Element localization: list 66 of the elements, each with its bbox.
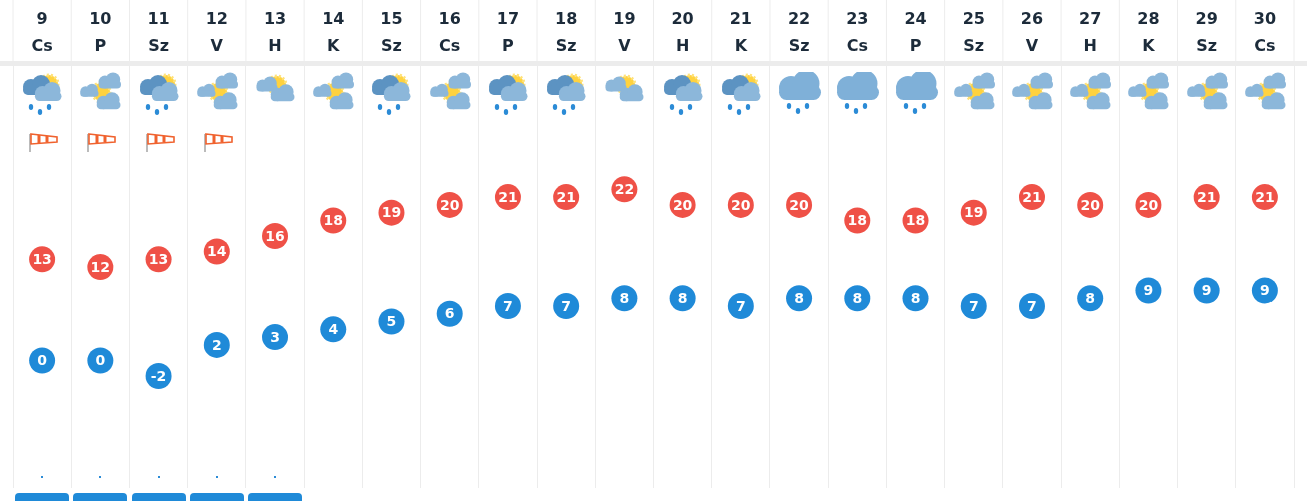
data-label: 14: [207, 243, 227, 260]
x-tick-label: 23 Cs: [846, 8, 869, 55]
data-label: 20: [672, 196, 693, 213]
data-label: 19: [381, 204, 402, 221]
data-label: 7: [561, 297, 572, 314]
data-label: 9: [1143, 282, 1154, 299]
data-label: 9: [1201, 282, 1212, 299]
data-label: 13: [32, 250, 52, 267]
x-tick-label: 12 V: [205, 8, 228, 55]
data-label: 22: [614, 180, 635, 197]
data-label: 8: [852, 289, 863, 306]
x-tick-label: 26 V: [1020, 8, 1044, 55]
data-label: 8: [1085, 289, 1096, 306]
data-label: 21: [1196, 188, 1217, 205]
data-label: 8: [794, 289, 804, 306]
data-label: 13: [148, 250, 169, 267]
x-tick-label: 22 Sz: [787, 8, 811, 55]
x-tick-label: 16 Cs: [438, 8, 461, 55]
data-label: 12: [90, 258, 111, 275]
data-label: 3: [270, 328, 280, 345]
data-label: 21: [1255, 188, 1275, 205]
x-tick-label: 29 Sz: [1195, 8, 1218, 55]
x-tick-label: 25 Sz: [962, 8, 985, 55]
data-label: 8: [619, 289, 630, 306]
data-label: 18: [847, 212, 868, 229]
data-label: -2: [150, 367, 167, 384]
data-label: 0: [37, 352, 48, 369]
data-label: 20: [1080, 196, 1101, 213]
data-label: 5: [386, 313, 397, 330]
x-tick-label: 15 Sz: [380, 8, 403, 55]
x-tick-label: 24 P: [904, 8, 927, 55]
x-tick-label: 30 Cs: [1253, 8, 1277, 55]
x-tick-label: 10 P: [89, 8, 112, 55]
x-tick-label: 21 K: [729, 8, 752, 55]
data-label: 20: [731, 196, 751, 213]
data-label: 7: [968, 297, 979, 314]
data-label: 20: [439, 196, 460, 213]
x-tick-label: 9 Cs: [31, 8, 53, 55]
data-label: 21: [556, 188, 576, 205]
x-tick-label: 14 K: [322, 8, 345, 55]
data-label: 8: [910, 289, 921, 306]
x-tick-label: 27 H: [1079, 8, 1102, 55]
x-tick-label: 13 H: [263, 8, 287, 55]
data-label: 2: [211, 336, 222, 353]
data-label: 7: [1027, 297, 1037, 314]
data-label: 18: [323, 212, 343, 229]
x-tick-label: 18 Sz: [555, 8, 578, 55]
x-tick-label: 19 V: [613, 8, 636, 55]
data-label: 20: [1138, 196, 1159, 213]
x-tick-label: 28 K: [1137, 8, 1160, 55]
data-label: 21: [498, 188, 518, 205]
x-tick-label: 11 Sz: [147, 8, 170, 55]
data-label: 20: [789, 196, 810, 213]
data-label: 16: [265, 227, 285, 244]
data-label: 18: [905, 212, 926, 229]
data-label: 0: [95, 352, 106, 369]
data-label: 21: [1022, 188, 1042, 205]
data-label: 6: [444, 305, 455, 322]
data-label: 8: [677, 289, 688, 306]
x-tick-label: 20 H: [671, 8, 694, 55]
data-label: 9: [1260, 282, 1270, 299]
x-tick-label: 17 P: [496, 8, 520, 55]
data-label: 4: [328, 320, 339, 337]
data-label: 19: [964, 204, 984, 221]
data-label: 7: [735, 297, 746, 314]
data-label: 7: [503, 297, 513, 314]
